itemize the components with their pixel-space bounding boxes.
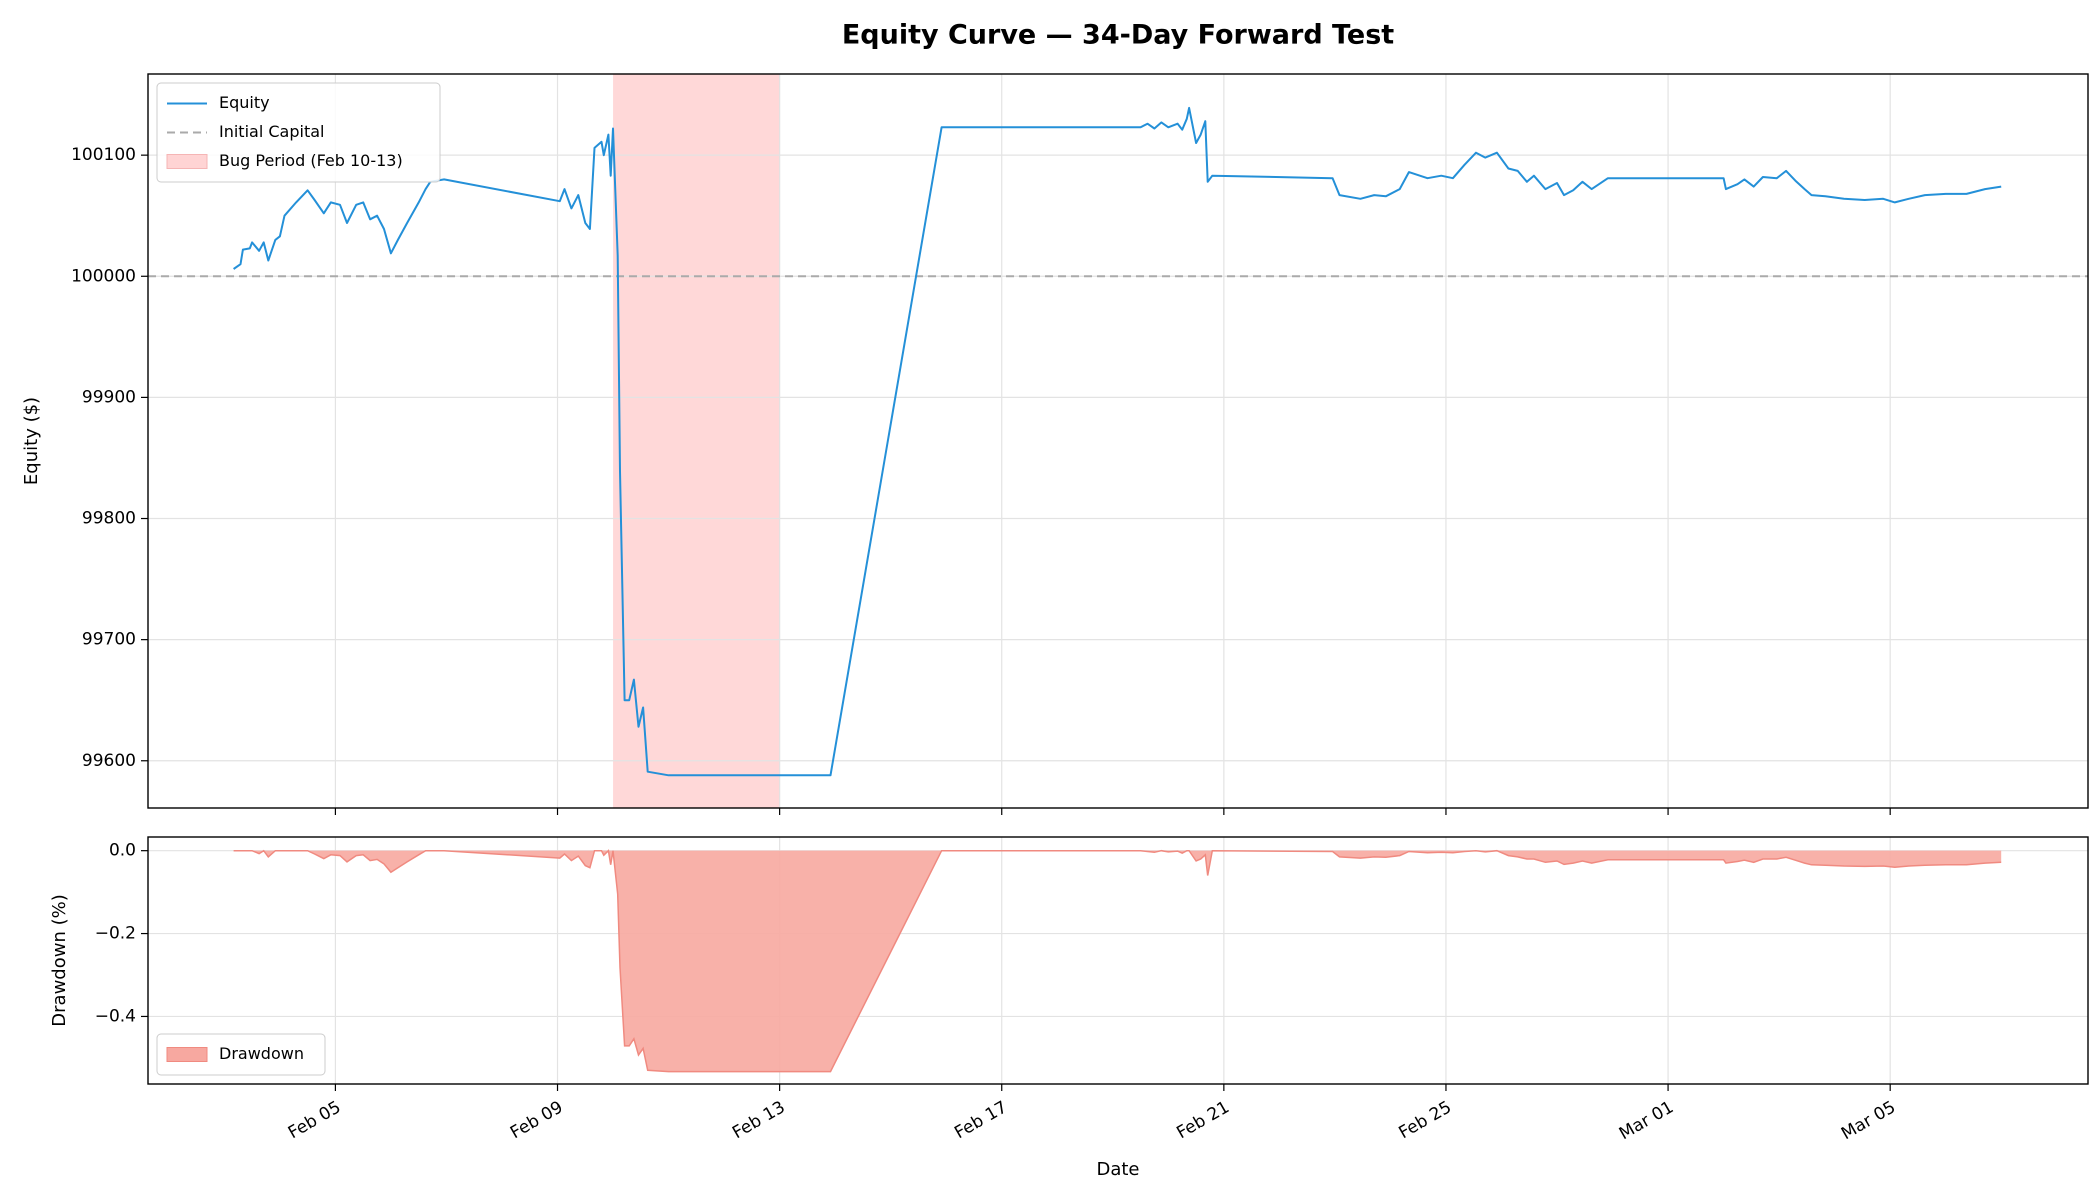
bug-span <box>613 74 780 808</box>
axes-frame <box>147 836 2089 1085</box>
x-axis-label: Date <box>1096 1159 1139 1180</box>
legend-box <box>156 82 441 183</box>
legend-swatch <box>166 1047 208 1062</box>
equity-line <box>233 106 2002 777</box>
drawdown-fill <box>233 850 2002 1072</box>
legend-label: Drawdown <box>219 1044 304 1063</box>
legend-label: Equity <box>219 93 270 112</box>
drawdown-edge <box>233 849 2002 1073</box>
y-tick-label: 99900 <box>82 387 136 407</box>
plot-area <box>148 837 2088 1084</box>
y-tick-label: 99600 <box>82 751 136 771</box>
y-tick-label: 100100 <box>71 145 136 165</box>
legend-box <box>156 1033 326 1076</box>
panel: 99600 99700 99800 99900 100000 100100 Equity (… <box>21 73 2089 815</box>
y-tick-label: −0.4 <box>95 1006 136 1026</box>
chart-title: Equity Curve — 34-Day Forward Test <box>842 20 1394 51</box>
y-tick-label: 100000 <box>71 266 136 286</box>
legend-swatch <box>166 154 208 169</box>
y-axis-label: Equity ($) <box>21 397 42 485</box>
axes-frame <box>147 73 2089 809</box>
y-tick-label: 99800 <box>82 509 136 529</box>
y-axis-label: Drawdown (%) <box>49 894 70 1026</box>
legend: Drawdown <box>156 1033 326 1076</box>
y-tick-label: 0.0 <box>109 841 136 861</box>
y-tick-label: −0.2 <box>95 924 136 944</box>
y-tick-label: 99700 <box>82 630 136 650</box>
plot-area <box>148 74 2088 808</box>
legend-label: Initial Capital <box>219 122 324 141</box>
legend: Equity Initial Capital Bug Period (Feb 10-… <box>156 82 441 183</box>
legend-label: Bug Period (Feb 10-13) <box>219 151 403 170</box>
